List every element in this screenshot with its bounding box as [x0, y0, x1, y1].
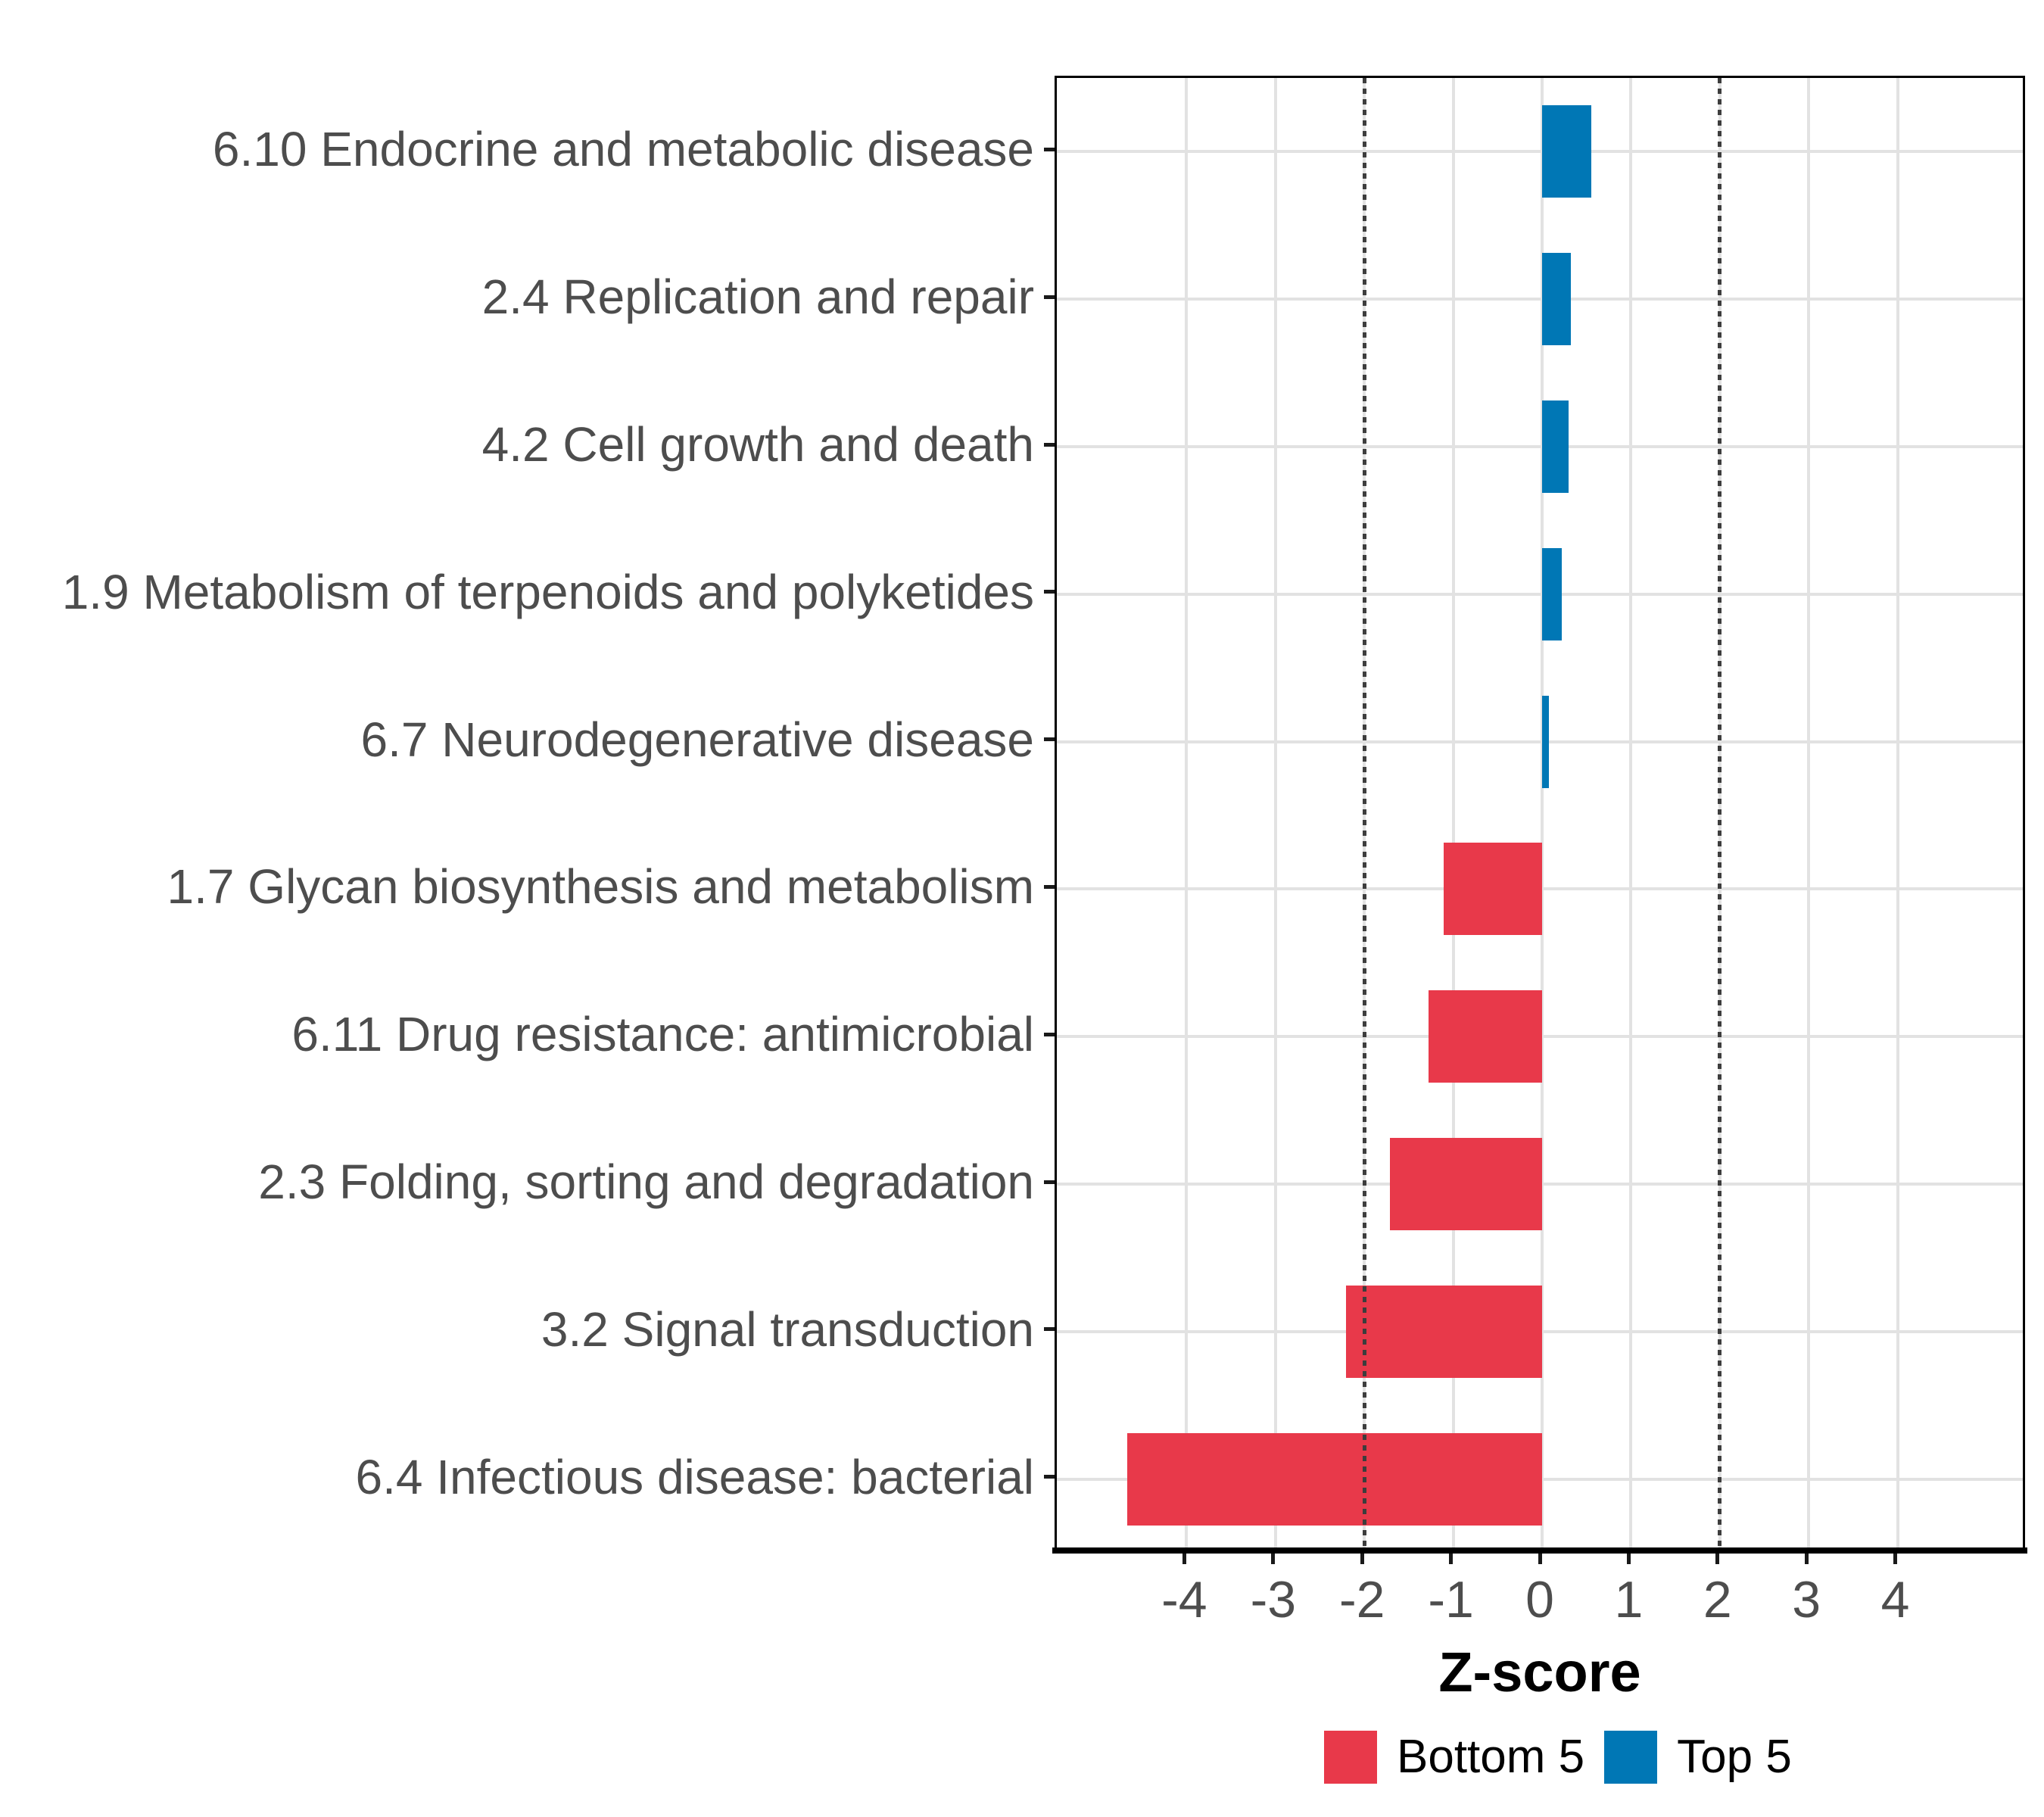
x-axis-tick	[1715, 1554, 1720, 1564]
legend-swatch-top5	[1604, 1730, 1658, 1784]
x-axis-tick-label: 2	[1703, 1571, 1732, 1628]
y-axis-tick	[1044, 1327, 1055, 1332]
x-axis-tick-label: 3	[1792, 1571, 1821, 1628]
gridline-x-0	[1541, 78, 1544, 1548]
x-axis-tick-label: -4	[1161, 1571, 1207, 1628]
bar-top5	[1542, 105, 1591, 198]
y-axis-tick	[1044, 1475, 1055, 1479]
gridline-row	[1057, 740, 2023, 743]
gridline-row	[1057, 592, 2023, 596]
y-axis-tick	[1044, 147, 1055, 151]
x-axis-tick	[1804, 1554, 1809, 1564]
y-axis-label: 6.7 Neurodegenerative disease	[360, 712, 1035, 767]
bar-bottom5	[1345, 1285, 1542, 1378]
x-axis-tick	[1626, 1554, 1631, 1564]
y-axis-tick	[1044, 1032, 1055, 1036]
gridline-x-1	[1629, 78, 1633, 1548]
x-axis-tick-label: -3	[1250, 1571, 1297, 1628]
gridline-x-4	[1896, 78, 1899, 1548]
bar-top5	[1542, 547, 1562, 640]
bar-top5	[1542, 695, 1550, 788]
x-axis-tick	[1893, 1554, 1898, 1564]
bar-bottom5	[1428, 990, 1542, 1083]
x-axis-line	[1052, 1547, 2027, 1554]
legend-swatch-bottom5	[1324, 1730, 1377, 1784]
x-axis-tick-label: -1	[1428, 1571, 1474, 1628]
x-axis-tick	[1360, 1554, 1364, 1564]
x-axis-tick	[1449, 1554, 1454, 1564]
y-axis-label: 2.4 Replication and repair	[481, 270, 1034, 325]
y-axis-tick	[1044, 442, 1055, 447]
x-axis-tick-label: 0	[1525, 1571, 1554, 1628]
legend: Bottom 5 Top 5	[1324, 1730, 1792, 1784]
bar-top5	[1542, 400, 1569, 493]
y-axis-label: 3.2 Signal transduction	[541, 1301, 1034, 1357]
y-axis-tick	[1044, 590, 1055, 594]
gridline-x--1	[1451, 78, 1455, 1548]
y-axis-tick	[1044, 1180, 1055, 1184]
y-axis-tick	[1044, 884, 1055, 889]
gridline-row	[1057, 445, 2023, 448]
reference-line-2	[1718, 78, 1722, 1548]
x-axis-tick	[1182, 1554, 1186, 1564]
reference-line--2	[1362, 78, 1366, 1548]
x-axis-tick	[1271, 1554, 1276, 1564]
y-axis-label: 1.9 Metabolism of terpenoids and polyket…	[61, 564, 1034, 619]
bar-bottom5	[1443, 843, 1542, 936]
gridline-row	[1057, 298, 2023, 301]
y-axis-label: 6.11 Drug resistance: antimicrobial	[291, 1007, 1034, 1062]
gridline-row	[1057, 150, 2023, 154]
gridline-x--4	[1185, 78, 1189, 1548]
x-axis-tick-label: 4	[1880, 1571, 1910, 1628]
y-axis-label: 6.4 Infectious disease: bacterial	[355, 1449, 1034, 1504]
x-axis-title: Z-score	[1438, 1641, 1641, 1703]
y-axis-label: 2.3 Folding, sorting and degradation	[258, 1154, 1034, 1209]
y-axis-label: 4.2 Cell growth and death	[481, 416, 1034, 472]
bar-bottom5	[1126, 1432, 1542, 1526]
plot-panel	[1055, 76, 2025, 1551]
gridline-x--3	[1273, 78, 1277, 1548]
y-axis-label: 1.7 Glycan biosynthesis and metabolism	[167, 859, 1034, 915]
bar-top5	[1542, 253, 1571, 346]
legend-label-top5: Top 5	[1677, 1731, 1792, 1783]
legend-label-bottom5: Bottom 5	[1397, 1731, 1585, 1783]
bar-bottom5	[1390, 1138, 1542, 1230]
y-axis-tick	[1044, 737, 1055, 742]
gridline-x-3	[1807, 78, 1811, 1548]
y-axis-label: 6.10 Endocrine and metabolic disease	[212, 122, 1034, 177]
x-axis-tick-label: 1	[1614, 1571, 1644, 1628]
x-axis-tick	[1538, 1554, 1542, 1564]
y-axis-tick	[1044, 295, 1055, 299]
x-axis-tick-label: -2	[1338, 1571, 1385, 1628]
